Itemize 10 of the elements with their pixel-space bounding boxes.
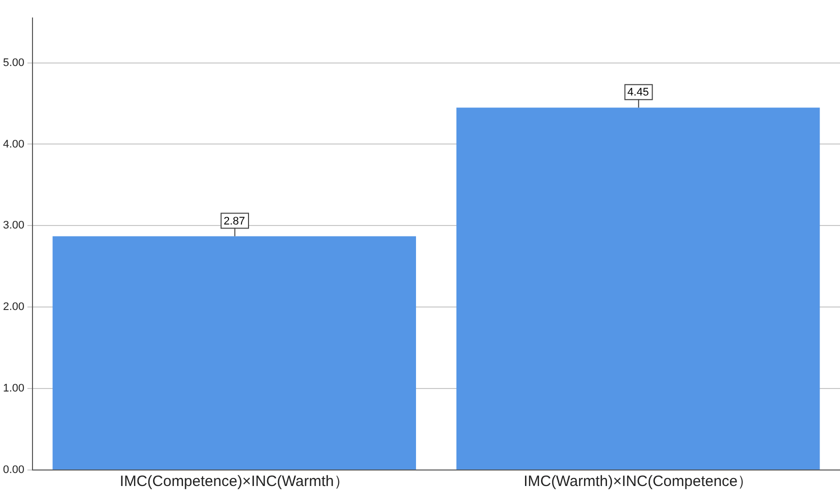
y-tick-label: 5.00 [2,56,24,69]
data-label: 4.45 [627,86,649,99]
x-tick-label: IMC(Competence)×INC(Warmth） [120,473,349,490]
y-tick-label: 2.00 [2,301,24,314]
data-label: 2.87 [224,215,246,228]
y-tick-label: 4.00 [2,138,24,150]
x-tick-label: IMC(Warmth)×INC(Competence） [524,473,753,490]
y-tick-label: 3.00 [2,220,24,232]
y-tick-label: 1.00 [2,382,24,395]
y-tick-label: 0.00 [2,464,24,476]
